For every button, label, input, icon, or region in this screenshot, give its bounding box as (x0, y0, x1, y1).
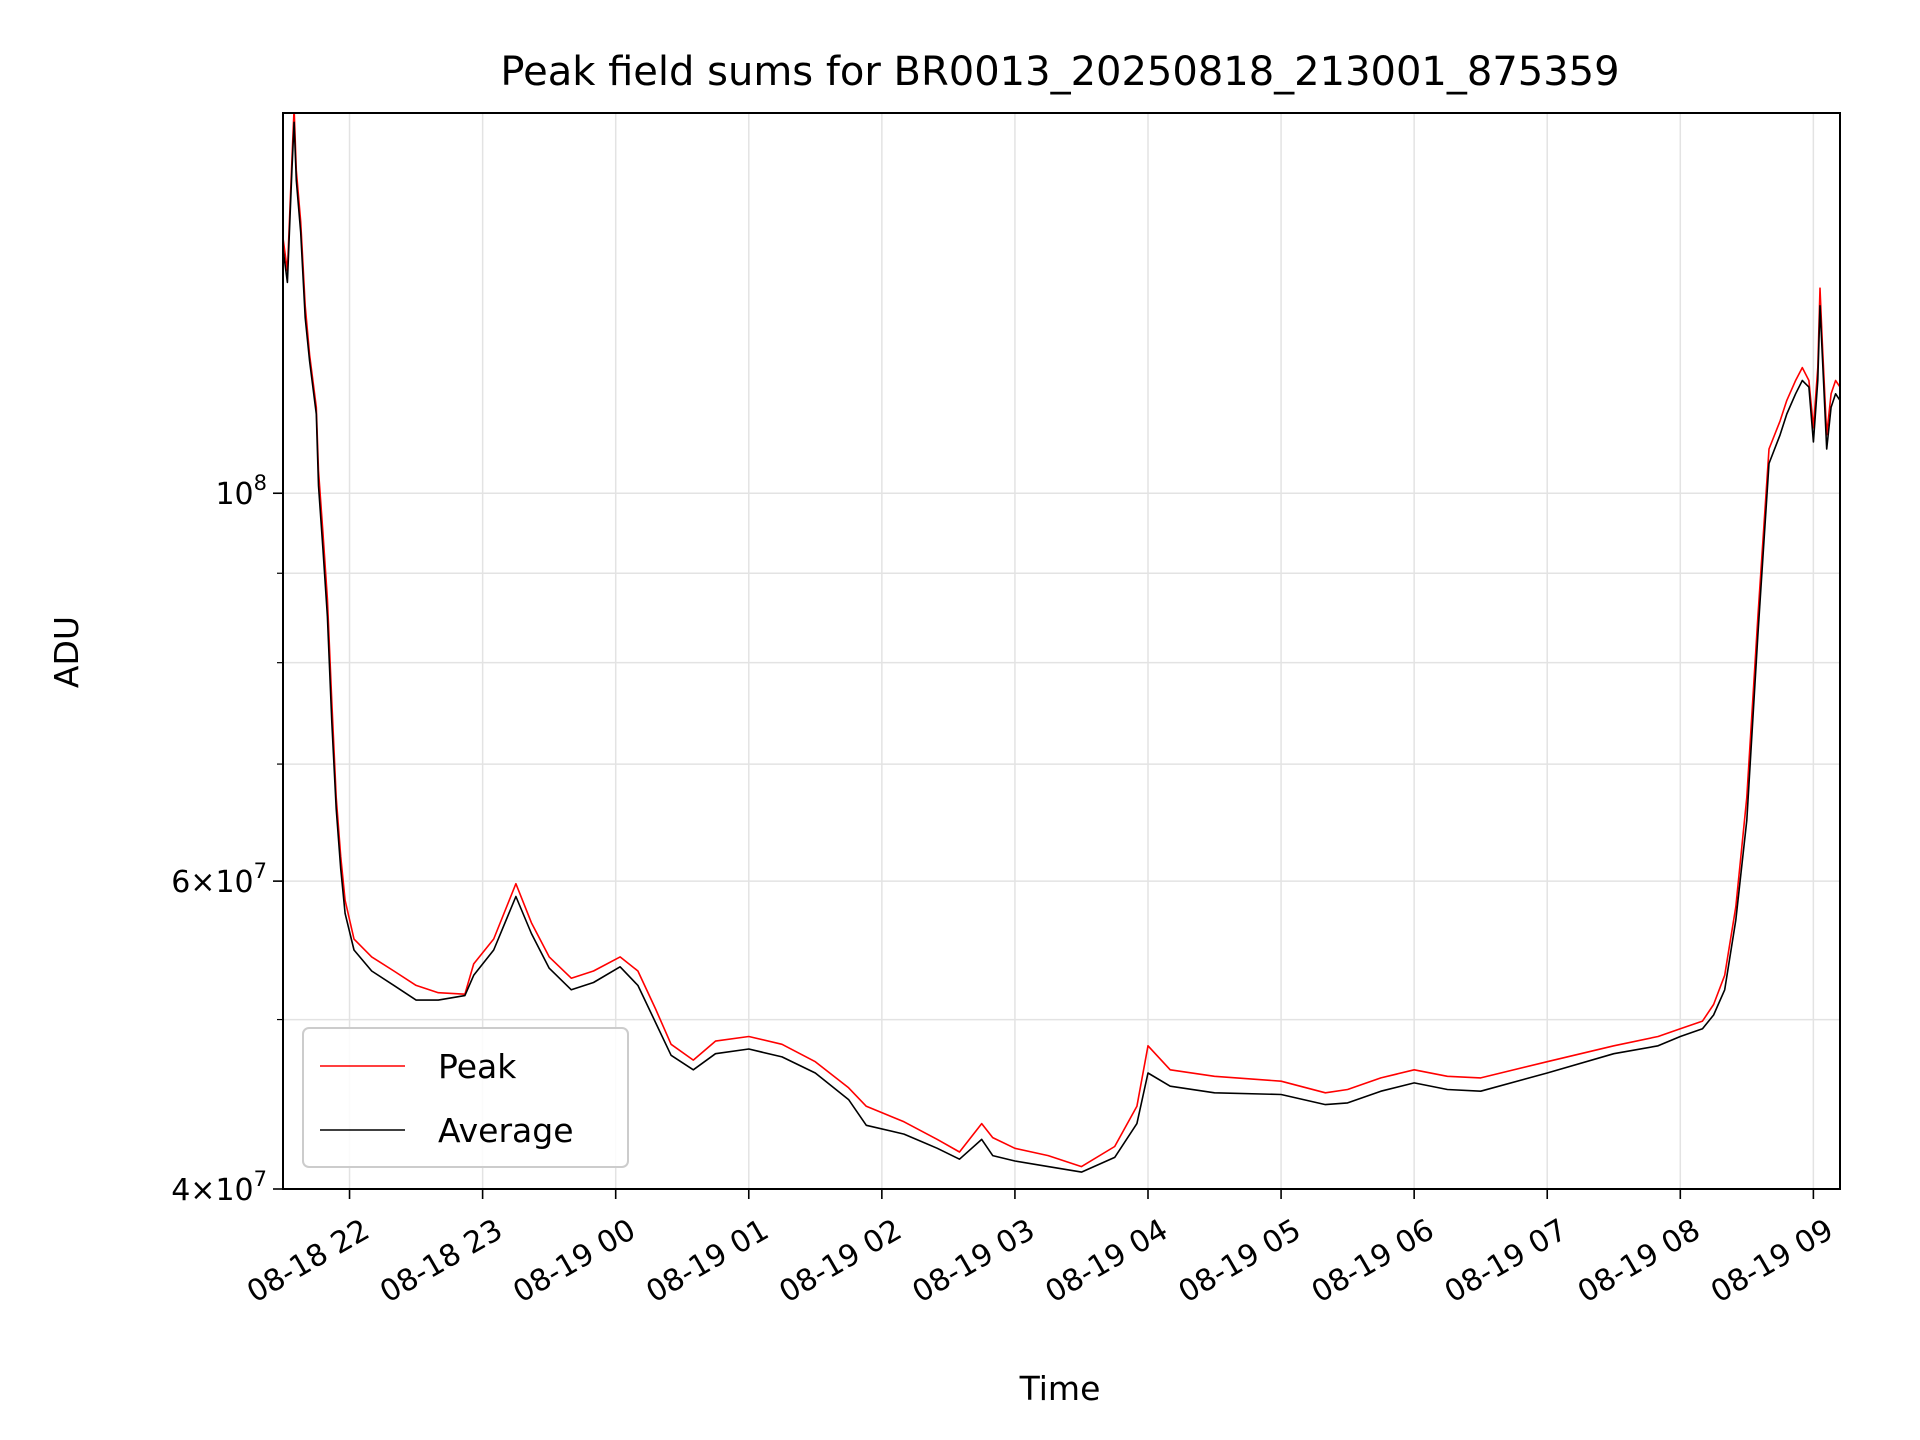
plot-frame (282, 112, 1841, 1190)
legend-label-peak: Peak (438, 1047, 517, 1086)
y-tick-label: 108 (215, 471, 267, 512)
x-axis-label: Time (1019, 1369, 1101, 1408)
legend: Peak Average (302, 1027, 629, 1168)
series-layer (283, 113, 1840, 1173)
chart-title: Peak field sums for BR0013_20250818_2130… (500, 49, 1619, 95)
y-tick-label: 6×107 (171, 859, 267, 900)
series-line-peak (283, 113, 1840, 1168)
y-axis: 4×107 6×107 108 (171, 471, 283, 1208)
series-line-average (283, 121, 1840, 1173)
y-axis-label: ADU (47, 616, 86, 688)
legend-box (302, 1027, 629, 1168)
legend-label-average: Average (438, 1111, 574, 1150)
y-tick-label: 4×107 (171, 1167, 267, 1208)
